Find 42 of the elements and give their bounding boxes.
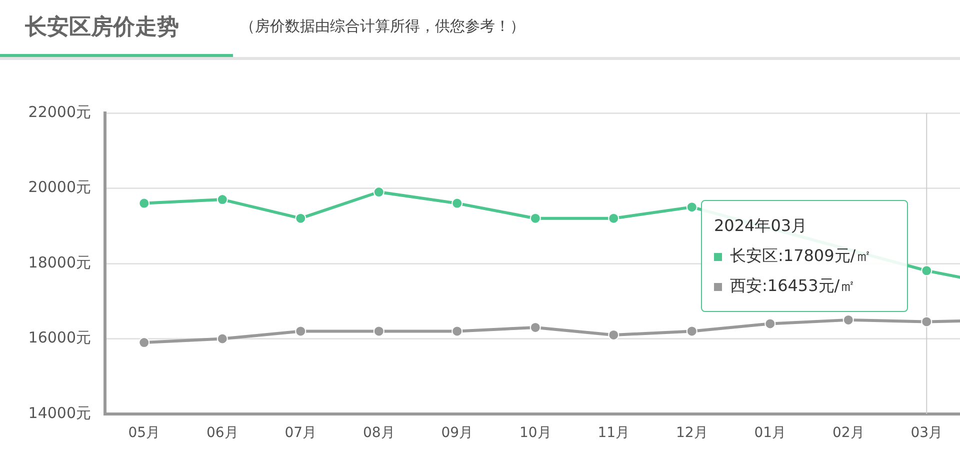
x-tick-label: 10月 [519, 425, 552, 442]
point [764, 318, 776, 330]
x-tick-label: 09月 [441, 425, 474, 442]
y-tick-label: 16000元 [28, 328, 91, 347]
point [452, 326, 463, 337]
point [295, 212, 306, 224]
point [842, 314, 854, 326]
x-tick-label: 06月 [206, 425, 238, 442]
y-tick-label: 18000元 [28, 253, 91, 272]
point [530, 212, 541, 224]
x-tick-label: 03月 [910, 425, 943, 442]
annotation: 长安区:17809元/㎡ [729, 245, 873, 267]
point [608, 329, 620, 340]
x-tick-label: 07月 [284, 425, 317, 442]
point [295, 326, 306, 337]
x-tick-label: 05月 [128, 425, 160, 442]
x-tick-label: 12月 [676, 425, 708, 442]
point [686, 326, 698, 337]
y-tick-label: 22000元 [28, 102, 91, 121]
x-tick-label: 02月 [832, 425, 864, 442]
point [686, 202, 698, 213]
x-tick-label: 08月 [362, 425, 395, 442]
point [138, 198, 150, 209]
y-tick-label: 14000元 [28, 404, 91, 422]
tooltip-box: 2024年03月 长安区:17809元/㎡ 西安:16453元/㎡ [701, 200, 908, 312]
chart-title: 长安区房价走势 [0, 12, 233, 57]
point [373, 186, 384, 198]
point [608, 212, 620, 224]
annotation: 西安:16453元/㎡ [729, 275, 857, 297]
x-tick-label: 11月 [598, 425, 630, 442]
point [921, 265, 932, 276]
point [373, 326, 384, 337]
x-tick-label: 01月 [754, 425, 786, 442]
chart-subtitle: （房价数据由综合计算所得，供您参考！） [240, 17, 525, 36]
y-tick-label: 20000元 [28, 178, 91, 196]
point [216, 194, 228, 206]
point [452, 198, 463, 209]
point [216, 333, 228, 344]
annotation: 2024年03月 [714, 215, 808, 237]
point [138, 337, 150, 348]
point [921, 316, 932, 328]
point [530, 322, 541, 333]
